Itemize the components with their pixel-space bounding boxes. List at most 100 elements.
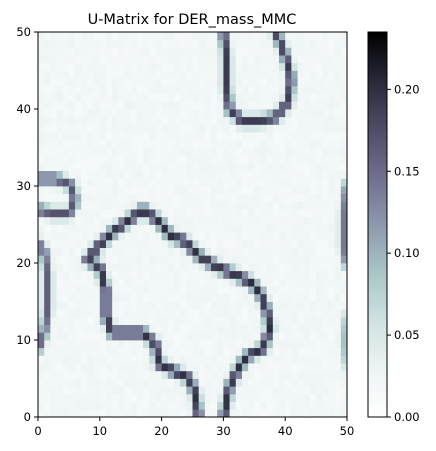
heatmap-cell	[297, 209, 305, 218]
heatmap-cell	[272, 239, 280, 248]
heatmap-cell	[149, 347, 156, 356]
heatmap-cell	[99, 132, 107, 141]
heatmap-cell	[285, 347, 292, 356]
heatmap-cell	[81, 263, 88, 272]
heatmap-cell	[68, 278, 76, 287]
heatmap-cell	[87, 409, 95, 418]
heatmap-cell	[211, 139, 218, 148]
heatmap-cell	[81, 332, 88, 341]
heatmap-cell	[50, 178, 57, 187]
heatmap-cell	[130, 101, 138, 110]
heatmap-cell	[180, 340, 187, 349]
heatmap-cell	[167, 232, 175, 241]
heatmap-cell	[186, 85, 193, 94]
heatmap-cell	[303, 401, 311, 410]
heatmap-cell	[254, 85, 261, 94]
heatmap-cell	[217, 409, 224, 418]
heatmap-cell	[297, 170, 305, 179]
heatmap-cell	[340, 132, 348, 141]
heatmap-cell	[328, 255, 336, 264]
heatmap-cell	[87, 401, 95, 410]
heatmap-cell	[309, 270, 317, 279]
heatmap-cell	[50, 293, 57, 302]
heatmap-cell	[328, 178, 336, 187]
heatmap-cell	[167, 378, 175, 387]
heatmap-cell	[235, 216, 243, 225]
heatmap-cell	[303, 247, 311, 256]
heatmap-cell	[87, 47, 95, 56]
heatmap-cell	[68, 247, 76, 256]
heatmap-cell	[241, 47, 249, 56]
heatmap-cell	[155, 378, 162, 387]
heatmap-cell	[316, 39, 323, 48]
heatmap-cell	[272, 39, 280, 48]
heatmap-cell	[75, 255, 82, 264]
heatmap-cell	[180, 401, 187, 410]
heatmap-cell	[235, 378, 243, 387]
heatmap-cell	[87, 93, 95, 102]
heatmap-cell	[173, 93, 181, 102]
heatmap-cell	[87, 286, 95, 295]
heatmap-cell	[334, 85, 342, 94]
heatmap-cell	[167, 178, 175, 187]
heatmap-cell	[217, 39, 224, 48]
heatmap-cell	[93, 70, 101, 79]
heatmap-cell	[229, 32, 237, 41]
heatmap-cell	[130, 186, 138, 195]
heatmap-cell	[136, 247, 144, 256]
heatmap-cell	[38, 162, 45, 171]
heatmap-cell	[229, 109, 237, 118]
heatmap-cell	[75, 409, 82, 418]
heatmap-cell	[118, 378, 125, 387]
heatmap-cell	[155, 109, 162, 118]
heatmap-cell	[334, 278, 342, 287]
heatmap-cell	[328, 70, 336, 79]
heatmap-cell	[192, 209, 200, 218]
heatmap-cell	[105, 301, 113, 310]
heatmap-cell	[161, 109, 169, 118]
heatmap-cell	[136, 93, 144, 102]
heatmap-cell	[322, 147, 329, 156]
heatmap-cell	[260, 201, 268, 210]
heatmap-cell	[248, 301, 255, 310]
heatmap-cell	[334, 378, 342, 387]
heatmap-cell	[186, 224, 193, 233]
heatmap-cell	[105, 62, 113, 71]
heatmap-cell	[217, 55, 224, 64]
heatmap-cell	[173, 216, 181, 225]
heatmap-cell	[328, 332, 336, 341]
heatmap-cell	[334, 270, 342, 279]
heatmap-cell	[180, 370, 187, 379]
heatmap-cell	[143, 370, 150, 379]
heatmap-cell	[297, 270, 305, 279]
heatmap-cell	[291, 78, 298, 87]
heatmap-cell	[198, 147, 206, 156]
heatmap-cell	[130, 55, 138, 64]
heatmap-cell	[180, 224, 187, 233]
heatmap-cell	[266, 309, 274, 318]
heatmap-cell	[124, 132, 132, 141]
heatmap-cell	[303, 309, 311, 318]
heatmap-cell	[260, 224, 268, 233]
heatmap-cell	[198, 193, 206, 202]
heatmap-cell	[68, 186, 76, 195]
heatmap-cell	[186, 39, 193, 48]
heatmap-cell	[87, 363, 95, 372]
heatmap-cell	[297, 39, 305, 48]
heatmap-cell	[279, 355, 286, 364]
heatmap-cell	[217, 186, 224, 195]
heatmap-cell	[161, 193, 169, 202]
heatmap-cell	[340, 255, 348, 264]
heatmap-cell	[254, 363, 261, 372]
heatmap-cell	[316, 162, 323, 171]
heatmap-cell	[266, 301, 274, 310]
heatmap-cell	[309, 116, 317, 125]
heatmap-cell	[167, 409, 175, 418]
heatmap-cell	[75, 370, 82, 379]
heatmap-cell	[309, 186, 317, 195]
colorbar: 0.000.050.100.150.20	[367, 31, 420, 424]
heatmap-cell	[285, 378, 292, 387]
heatmap-cell	[309, 355, 317, 364]
heatmap-cell	[316, 62, 323, 71]
heatmap-cell	[328, 116, 336, 125]
